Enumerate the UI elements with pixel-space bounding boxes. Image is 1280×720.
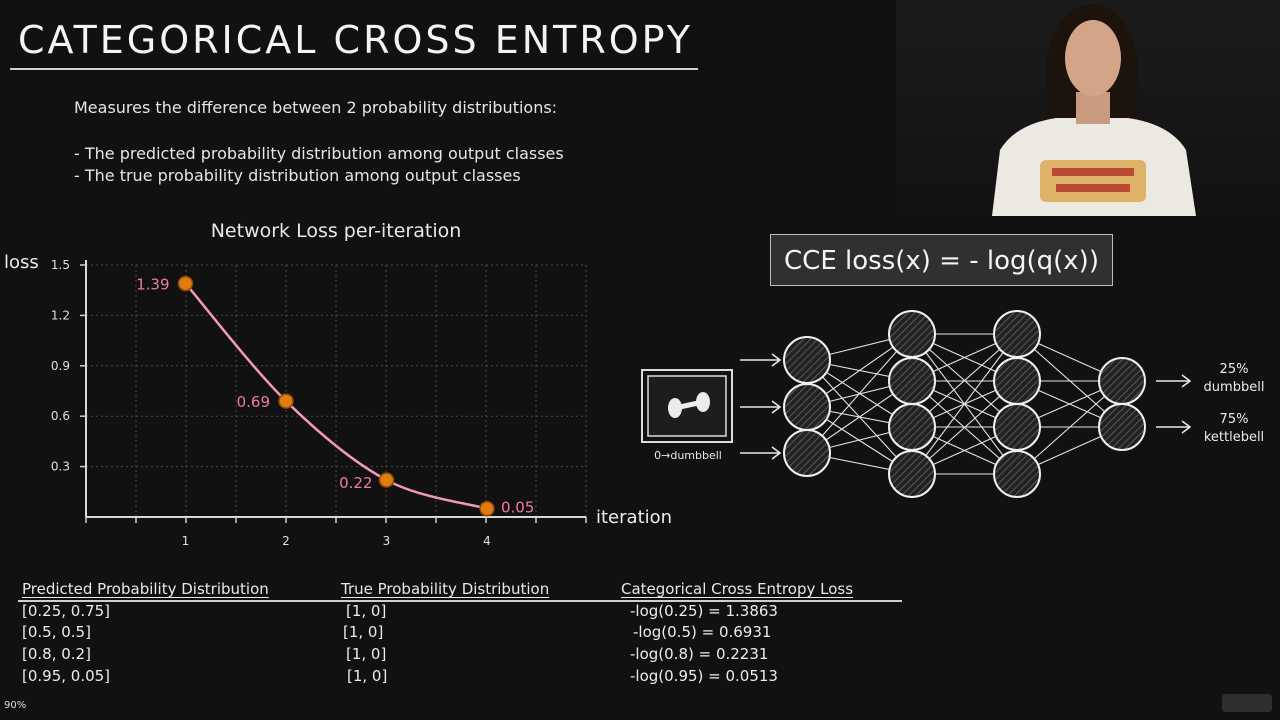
nn-node xyxy=(993,450,1041,498)
y-tick-label: 0.6 xyxy=(51,409,70,423)
bullet-predicted: - The predicted probability distribution… xyxy=(74,144,564,163)
x-tick-label: 1 xyxy=(182,534,190,548)
data-point xyxy=(278,393,294,409)
data-point xyxy=(479,500,495,517)
output-percent-kettlebell: 75% xyxy=(1220,412,1249,427)
table-cell: -log(0.5) = 0.6931 xyxy=(633,623,772,641)
x-tick-label: 2 xyxy=(282,534,290,548)
title-underline xyxy=(10,68,698,70)
nn-node xyxy=(783,429,831,477)
table-cell: -log(0.25) = 1.3863 xyxy=(630,602,778,620)
table-cell: [1, 0] xyxy=(347,667,388,685)
header-true: True Probability Distribution xyxy=(341,580,550,598)
table-cell: [1, 0] xyxy=(346,602,387,620)
nn-node xyxy=(993,310,1041,358)
x-axis-label: iteration xyxy=(596,507,672,528)
output-label-kettlebell: kettlebell xyxy=(1204,430,1264,445)
neural-network-diagram: 0→dumbbell 25% dumbbell 75% kettlebell xyxy=(641,310,1265,498)
y-axis-label: loss xyxy=(4,252,39,273)
presenter-webcam xyxy=(896,0,1280,216)
nn-node xyxy=(1098,357,1146,405)
slide-title: CATEGORICAL CROSS ENTROPY xyxy=(18,18,693,62)
input-arrow-head xyxy=(771,446,782,460)
zoom-level: 90% xyxy=(4,700,27,711)
header-predicted: Predicted Probability Distribution xyxy=(22,580,269,598)
y-tick-label: 1.2 xyxy=(51,308,70,322)
nn-node xyxy=(888,357,936,405)
y-tick-label: 1.5 xyxy=(51,258,70,272)
data-label: 1.39 xyxy=(136,275,169,293)
player-corner-button[interactable] xyxy=(1222,694,1272,712)
table-cell: [1, 0] xyxy=(343,623,384,641)
intro-text: Measures the difference between 2 probab… xyxy=(74,98,558,117)
header-loss: Categorical Cross Entropy Loss xyxy=(621,580,854,598)
input-arrow-head xyxy=(771,400,782,414)
x-tick-label: 3 xyxy=(383,534,391,548)
data-label: 0.05 xyxy=(501,499,534,517)
nn-node xyxy=(993,357,1041,405)
nn-edge xyxy=(806,333,913,454)
table-cell: [0.25, 0.75] xyxy=(22,602,111,620)
table-cell: [1, 0] xyxy=(346,645,387,663)
table-cell: [0.95, 0.05] xyxy=(22,667,111,685)
nn-node xyxy=(993,403,1041,451)
input-image xyxy=(641,369,733,443)
output-label-dumbbell: dumbbell xyxy=(1204,380,1265,395)
nn-node xyxy=(1098,403,1146,451)
loss-curve xyxy=(184,282,488,510)
data-label: 0.22 xyxy=(339,474,372,492)
nn-node xyxy=(888,310,936,358)
table-cell: -log(0.8) = 0.2231 xyxy=(630,645,769,663)
output-arrow-head xyxy=(1181,374,1192,388)
nn-node xyxy=(888,403,936,451)
cce-formula: CCE loss(x) = - log(q(x)) xyxy=(770,234,1113,286)
table-rule xyxy=(18,600,902,602)
input-arrow-head xyxy=(771,353,782,367)
data-point xyxy=(177,275,194,292)
loss-chart: Network Loss per-iteration loss iteratio… xyxy=(4,220,672,548)
chart-title: Network Loss per-iteration xyxy=(211,220,462,242)
table-cell: [0.5, 0.5] xyxy=(22,623,91,641)
data-label: 0.69 xyxy=(237,393,270,411)
y-tick-label: 0.3 xyxy=(51,460,70,474)
bullet-true: - The true probability distribution amon… xyxy=(74,166,521,185)
table-cell: [0.8, 0.2] xyxy=(22,645,91,663)
y-tick-label: 0.9 xyxy=(51,359,70,373)
nn-node xyxy=(783,383,831,431)
nn-node xyxy=(888,450,936,498)
output-percent-dumbbell: 25% xyxy=(1220,362,1249,377)
output-arrow-head xyxy=(1181,420,1192,434)
dumbbell-icon xyxy=(668,392,710,418)
x-tick-label: 4 xyxy=(483,534,491,548)
table-cell: -log(0.95) = 0.0513 xyxy=(630,667,778,685)
data-point xyxy=(378,472,395,488)
input-caption: 0→dumbbell xyxy=(654,449,722,462)
nn-node xyxy=(783,336,831,384)
nn-edge xyxy=(911,333,1018,475)
